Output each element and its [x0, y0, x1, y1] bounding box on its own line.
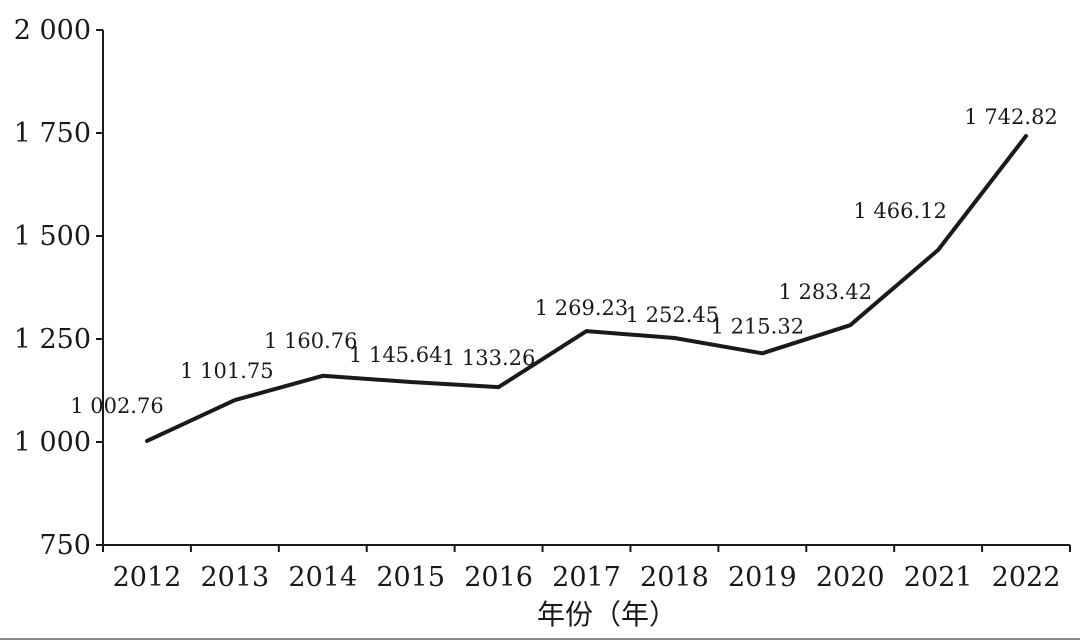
x-tick-label: 2019	[728, 562, 797, 593]
x-tick-label: 2015	[376, 562, 445, 593]
data-label: 1 145.64	[349, 343, 443, 367]
data-label: 1 283.42	[778, 280, 872, 304]
data-label: 1 466.12	[853, 199, 947, 223]
data-label: 1 742.82	[964, 105, 1058, 129]
x-tick-label: 2013	[201, 562, 270, 593]
x-tick-label: 2022	[992, 562, 1061, 593]
series-line	[145, 134, 1028, 443]
y-tick-label: 1 000	[14, 427, 91, 458]
y-tick-label: 2 000	[14, 15, 91, 46]
data-label: 1 269.23	[535, 296, 629, 320]
data-label: 1 252.45	[626, 303, 720, 327]
data-label: 1 133.26	[442, 346, 536, 370]
x-axis-title: 年份（年）	[537, 598, 677, 631]
x-tick-label: 2016	[464, 562, 533, 593]
data-labels: 1 002.76 1 101.75 1 160.761 145.64 1 133.26…	[70, 105, 1058, 418]
y-tick-label: 1 500	[14, 221, 91, 252]
data-label: 1 101.75	[180, 359, 274, 383]
y-tick-label: 1 250	[14, 324, 91, 355]
y-axis-ticks: 750 1 000 1 250 1 500 1 750 2 000	[14, 15, 103, 561]
data-label: 1 002.76	[70, 394, 164, 418]
data-label: 1 215.32	[711, 314, 805, 338]
x-axis-ticks: 2012 2013 2014 2015 2016 2017 2018 2019 2020 2021…	[102, 545, 1071, 593]
x-tick-label: 2021	[904, 562, 973, 593]
x-tick-label: 2017	[552, 562, 621, 593]
x-tick-label: 2014	[288, 562, 357, 593]
data-label: 1 160.76	[264, 329, 358, 353]
x-tick-label: 2018	[640, 562, 709, 593]
y-tick-label: 750	[39, 530, 91, 561]
y-tick-label: 1 750	[14, 118, 91, 149]
x-tick-label: 2012	[113, 562, 182, 593]
x-tick-label: 2020	[816, 562, 885, 593]
